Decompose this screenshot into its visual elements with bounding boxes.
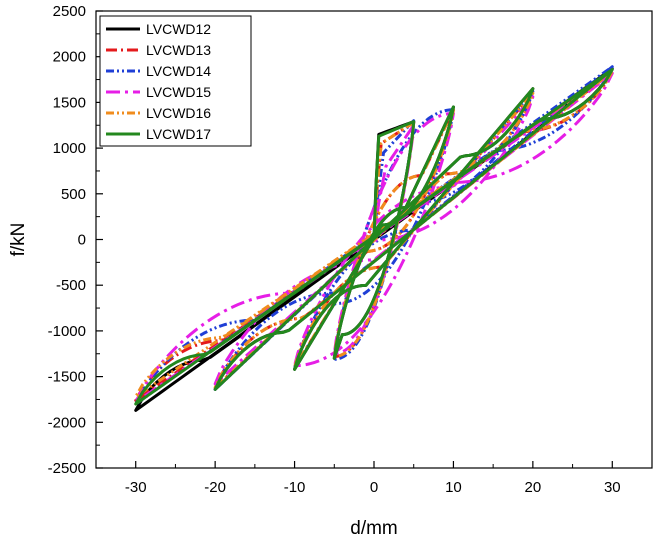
y-tick-label: -1500: [48, 369, 86, 386]
y-tick-label: 1000: [53, 140, 86, 157]
x-axis-title: d/mm: [350, 518, 398, 539]
x-tick-label: 0: [370, 479, 378, 496]
y-tick-label: 0: [78, 232, 86, 249]
data-curves: [134, 65, 614, 412]
x-tick-label: -20: [204, 479, 226, 496]
y-tick-label: 1500: [53, 94, 86, 111]
legend-label: LVCWD12: [146, 21, 211, 37]
legend-label: LVCWD14: [146, 63, 211, 79]
x-tick-label: 20: [525, 479, 542, 496]
y-tick-label: 2000: [53, 49, 86, 66]
legend-label: LVCWD17: [146, 126, 211, 142]
y-tick-label: -1000: [48, 323, 86, 340]
y-tick-label: -500: [56, 277, 86, 294]
x-tick-label: -10: [284, 479, 306, 496]
series-line-lvcwd17: [134, 68, 614, 406]
y-tick-label: 2500: [53, 3, 86, 20]
x-tick-label: -30: [125, 479, 147, 496]
y-axis-title: f/kN: [8, 223, 29, 257]
y-tick-label: -2500: [48, 460, 86, 477]
legend-label: LVCWD15: [146, 84, 211, 100]
legend: LVCWD12 LVCWD13 LVCWD14 LVCWD15 LVCWD16 LVCWD…: [99, 15, 252, 147]
x-tick-label: 10: [445, 479, 462, 496]
y-tick-label: 500: [61, 186, 86, 203]
y-tick-label: -2000: [48, 414, 86, 431]
legend-label: LVCWD16: [146, 105, 211, 121]
x-tick-label: 30: [604, 479, 621, 496]
legend-box: [99, 15, 252, 147]
axis-ticks: -30 -20 -10 0 10 20 30 -2500 -2000 -1500 -1000 -500…: [48, 3, 653, 496]
legend-label: LVCWD13: [146, 42, 211, 58]
